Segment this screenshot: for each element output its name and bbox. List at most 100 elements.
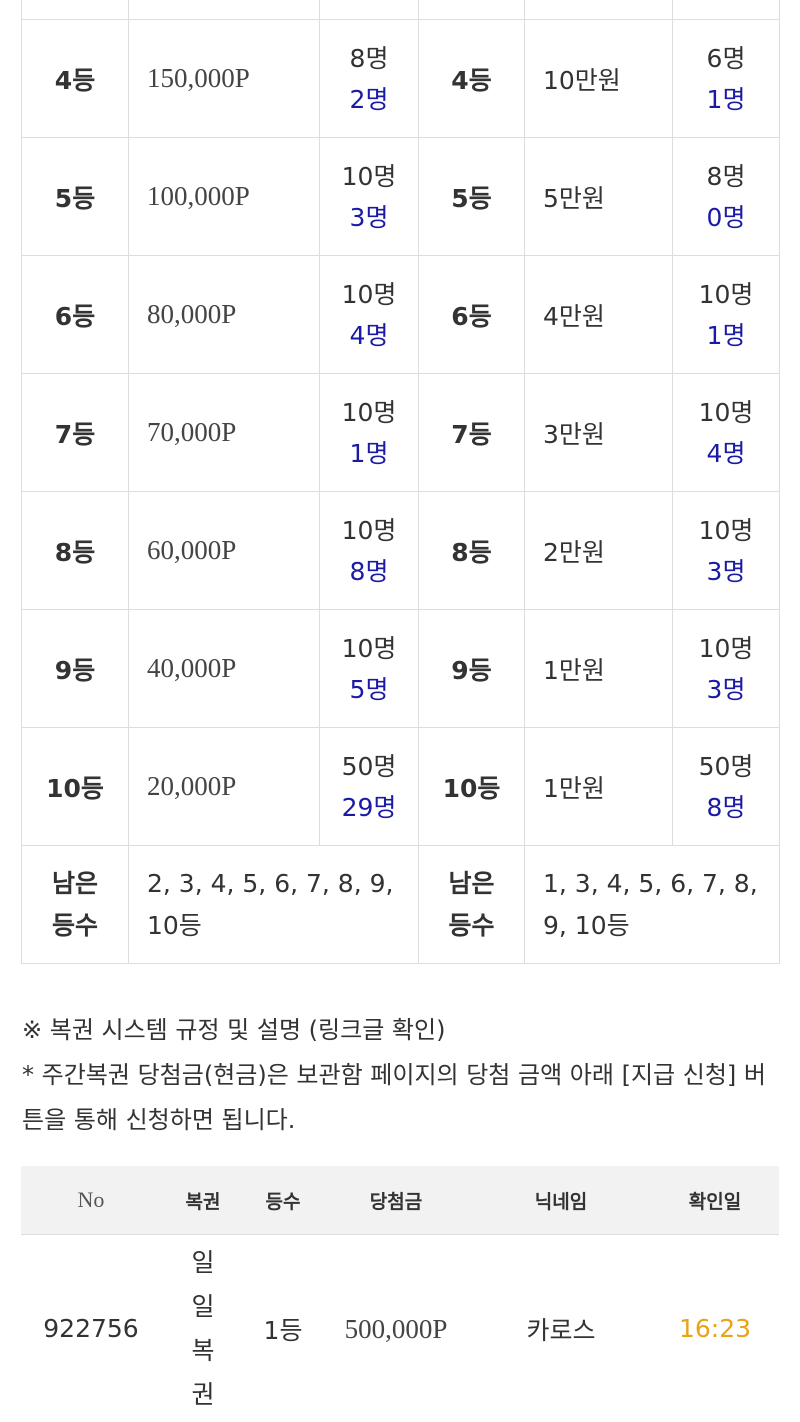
remaining-label-1: 남은 <box>22 863 128 905</box>
cash-amount: 10만원 <box>525 20 673 138</box>
point-amount: 100,000P <box>129 138 320 256</box>
cash-total: 10명 <box>673 510 779 551</box>
point-rank: 9등 <box>22 610 129 728</box>
cash-total: 10명 <box>673 392 779 433</box>
point-rank: 4등 <box>22 20 129 138</box>
winner-nickname[interactable]: 카로스 <box>471 1235 651 1422</box>
cash-amount: 3만원 <box>525 374 673 492</box>
cash-won: 1명 <box>673 315 779 356</box>
point-rank: 7등 <box>22 374 129 492</box>
remaining-label-1: 남은 <box>419 863 524 905</box>
cash-rank: 8등 <box>419 492 525 610</box>
point-rank: 10등 <box>22 728 129 846</box>
cash-amount: 2만원 <box>525 492 673 610</box>
cash-won: 3명 <box>673 551 779 592</box>
winner-prize-text: 500,000P <box>341 1308 451 1350</box>
table-row: 922756 일일복권 1등 500,000P 카로스 16:23 <box>21 1235 779 1422</box>
point-total: 10명 <box>320 510 418 551</box>
cash-rank: 7등 <box>419 374 525 492</box>
point-won: 5명 <box>320 669 418 710</box>
cash-won: 0명 <box>673 197 779 238</box>
winners-header-row: No 복권 등수 당첨금 닉네임 확인일 <box>21 1166 779 1235</box>
point-won: 3명 <box>320 197 418 238</box>
cash-total: 10명 <box>673 274 779 315</box>
point-rank: 6등 <box>22 256 129 374</box>
cash-won: 1명 <box>673 79 779 120</box>
point-total: 10명 <box>320 628 418 669</box>
point-amount: 80,000P <box>129 256 320 374</box>
cash-rank: 10등 <box>419 728 525 846</box>
winner-date: 16:23 <box>651 1235 779 1422</box>
cash-total: 50명 <box>673 746 779 787</box>
point-rank: 8등 <box>22 492 129 610</box>
point-amount: 60,000P <box>129 492 320 610</box>
cash-amount: 4만원 <box>525 256 673 374</box>
point-won: 29명 <box>320 787 418 828</box>
point-total: 50명 <box>320 746 418 787</box>
point-amount: 150,000P <box>129 20 320 138</box>
header-date: 확인일 <box>651 1166 779 1235</box>
point-won: 4명 <box>320 315 418 356</box>
header-lottery: 복권 <box>161 1166 245 1235</box>
cash-rank: 6등 <box>419 256 525 374</box>
cash-info-text: * 주간복권 당첨금(현금)은 보관함 페이지의 당첨 금액 아래 [지급 신청… <box>22 1053 782 1143</box>
point-amount: 70,000P <box>129 374 320 492</box>
remaining-label-2: 등수 <box>22 905 128 947</box>
winner-lottery: 일일복권 <box>161 1235 245 1422</box>
header-rank: 등수 <box>245 1166 321 1235</box>
header-prize: 당첨금 <box>321 1166 471 1235</box>
winners-table: No 복권 등수 당첨금 닉네임 확인일 922756 일일복권 1등 500,… <box>21 1166 779 1422</box>
header-nickname: 닉네임 <box>471 1166 651 1235</box>
cash-total: 10명 <box>673 628 779 669</box>
winner-no: 922756 <box>21 1235 161 1422</box>
point-total: 10명 <box>320 156 418 197</box>
cash-won: 8명 <box>673 787 779 828</box>
point-won: 8명 <box>320 551 418 592</box>
point-remaining: 2, 3, 4, 5, 6, 7, 8, 9, 10등 <box>129 846 419 964</box>
remaining-label-2: 등수 <box>419 905 524 947</box>
cash-rank: 9등 <box>419 610 525 728</box>
point-total: 10명 <box>320 274 418 315</box>
cash-total: 8명 <box>673 156 779 197</box>
notes: ※ 복권 시스템 규정 및 설명 (링크글 확인) * 주간복권 당첨금(현금)… <box>22 1008 782 1143</box>
cash-rank: 4등 <box>419 20 525 138</box>
point-total: 10명 <box>320 392 418 433</box>
cash-won: 4명 <box>673 433 779 474</box>
cash-remaining: 1, 3, 4, 5, 6, 7, 8, 9, 10등 <box>525 846 780 964</box>
cash-amount: 1만원 <box>525 728 673 846</box>
point-won: 1명 <box>320 433 418 474</box>
cash-total: 6명 <box>673 38 779 79</box>
point-amount: 20,000P <box>129 728 320 846</box>
rules-link[interactable]: ※ 복권 시스템 규정 및 설명 (링크글 확인) <box>22 1008 782 1053</box>
cash-won: 3명 <box>673 669 779 710</box>
point-won: 2명 <box>320 79 418 120</box>
point-amount: 40,000P <box>129 610 320 728</box>
header-no: No <box>21 1166 161 1235</box>
winner-prize: 500,000P <box>321 1235 471 1422</box>
